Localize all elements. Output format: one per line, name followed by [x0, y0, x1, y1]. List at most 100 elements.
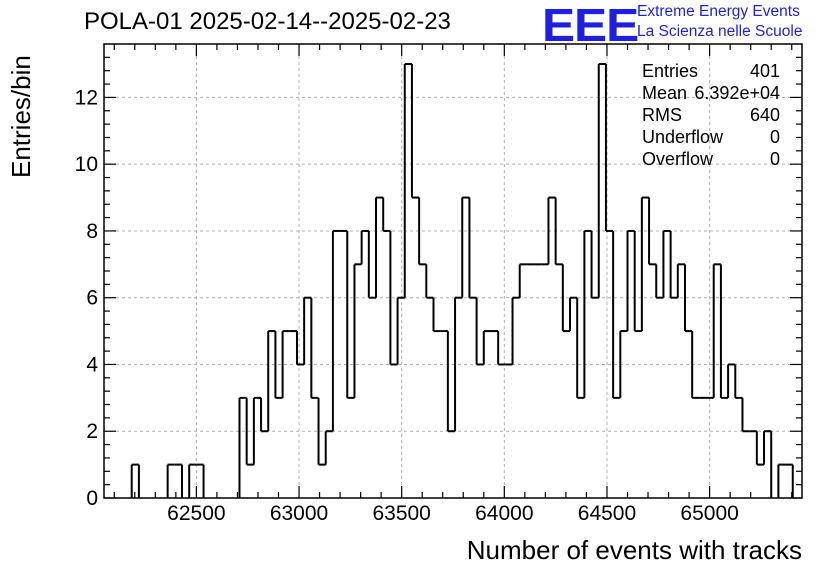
x-tick-label: 64500: [578, 502, 636, 525]
histogram-bin: [590, 230, 599, 299]
stat-overflow: Overflow 0: [642, 148, 780, 170]
histogram-bin: [734, 364, 743, 399]
stats-box: Entries 401 Mean 6.392e+04 RMS 640 Under…: [642, 60, 780, 170]
stat-label: RMS: [642, 105, 682, 125]
histogram-bin: [683, 264, 693, 333]
x-tick-label: 65000: [680, 502, 738, 525]
histogram-bin: [367, 230, 377, 299]
stat-label: Overflow: [642, 149, 714, 169]
histogram-bin: [626, 229, 635, 332]
histogram-bin: [612, 230, 621, 399]
histogram-bin: [554, 197, 563, 266]
histogram-bin: [712, 263, 721, 398]
eee-logo: EEE: [542, 0, 639, 51]
x-axis-label: Number of events with tracks: [466, 535, 802, 565]
y-tick-label: 12: [75, 86, 98, 109]
histogram-bin: [403, 63, 412, 298]
stat-value: 401: [749, 61, 780, 81]
y-axis-label: Entries/bin: [6, 55, 36, 178]
histogram-bin: [382, 197, 391, 232]
histogram-bin: [583, 229, 592, 398]
histogram-bin: [497, 331, 506, 366]
histogram-bin: [425, 264, 434, 299]
histogram-bin: [777, 463, 786, 498]
histogram-bin: [324, 430, 333, 465]
histogram-bin: [346, 230, 355, 399]
histogram-bin: [188, 463, 197, 498]
histogram-bin: [741, 397, 750, 433]
histogram-bin: [454, 296, 463, 432]
histogram-bin: [655, 264, 664, 299]
histogram-bin: [763, 430, 772, 465]
histogram-bin: [281, 330, 290, 398]
x-tick-label: 62500: [167, 502, 225, 525]
y-tick-label: 6: [86, 287, 98, 310]
histogram-bin: [238, 396, 247, 498]
histogram-bin: [260, 397, 269, 433]
histogram-bars: [130, 63, 794, 498]
histogram-bin: [547, 196, 556, 265]
y-tick-label: 10: [75, 153, 98, 176]
histogram-bin: [375, 196, 384, 298]
y-tick-label: 2: [86, 420, 98, 443]
chart-title: POLA-01 2025-02-14--2025-02-23: [84, 8, 451, 35]
histogram-bin: [331, 229, 341, 432]
histogram-bin: [727, 363, 736, 398]
histogram-bin: [604, 64, 614, 232]
x-tick-label: 64000: [475, 502, 533, 525]
histogram-bin: [418, 197, 427, 266]
histogram-bin: [396, 296, 405, 365]
histogram-bin: [130, 463, 139, 498]
stat-underflow: Underflow 0: [642, 126, 780, 148]
histogram-bin: [166, 463, 175, 498]
histogram-bin: [295, 331, 305, 366]
histogram-bin: [360, 229, 369, 265]
histogram-bin: [303, 296, 312, 365]
histogram-bin: [410, 64, 420, 199]
histogram-bin: [245, 397, 254, 466]
y-tick-label: 0: [86, 487, 98, 510]
stat-label: Mean: [642, 83, 688, 103]
histogram-bin: [648, 197, 657, 266]
histogram-bin: [482, 330, 491, 365]
stat-entries: Entries 401: [642, 60, 780, 82]
histogram-bin: [569, 296, 578, 332]
histogram-bin: [389, 230, 398, 366]
histogram-bin: [475, 297, 484, 366]
axis-tick-labels: 62500 63000 63500 64000 64500 65000 0 2 4 6 8 10 12: [75, 86, 739, 525]
x-tick-label: 63500: [372, 502, 430, 525]
histogram-bin: [317, 397, 326, 466]
stat-value: 640: [749, 105, 780, 125]
histogram-bin: [511, 296, 520, 365]
histogram-bin: [691, 331, 700, 399]
logo-caption: Extreme Energy Events La Scienza nelle S…: [637, 2, 802, 42]
histogram-bin: [432, 297, 441, 333]
histogram-bin: [310, 297, 319, 399]
histogram-bin: [267, 330, 276, 432]
stat-label: Entries: [642, 61, 699, 81]
stat-mean: Mean 6.392e+04: [642, 82, 780, 104]
stat-value: 6.392e+04: [694, 83, 780, 103]
histogram-bin: [640, 196, 650, 332]
histogram-bin: [468, 197, 477, 299]
stat-rms: RMS 640: [642, 104, 780, 126]
histogram-bin: [619, 330, 628, 398]
histogram-bin: [518, 263, 527, 298]
y-tick-label: 4: [86, 353, 98, 376]
logo-line-1: Extreme Energy Events: [637, 3, 800, 20]
histogram-bin: [274, 331, 283, 399]
histogram-bin: [576, 297, 585, 399]
histogram-bin: [446, 331, 456, 433]
x-tick-label: 63000: [270, 502, 328, 525]
axis-ticks: [104, 44, 802, 499]
stat-value: 0: [769, 149, 780, 169]
histogram-bin: [755, 431, 765, 466]
logo-line-2: La Scienza nelle Scuole: [637, 23, 803, 40]
y-axis-label-container: Entries/bin: [6, 55, 36, 200]
histogram-bin: [662, 229, 671, 298]
y-tick-label: 8: [86, 220, 98, 243]
histogram-bin: [719, 264, 729, 399]
histogram-bin: [252, 396, 262, 465]
histogram-bin: [676, 263, 685, 298]
